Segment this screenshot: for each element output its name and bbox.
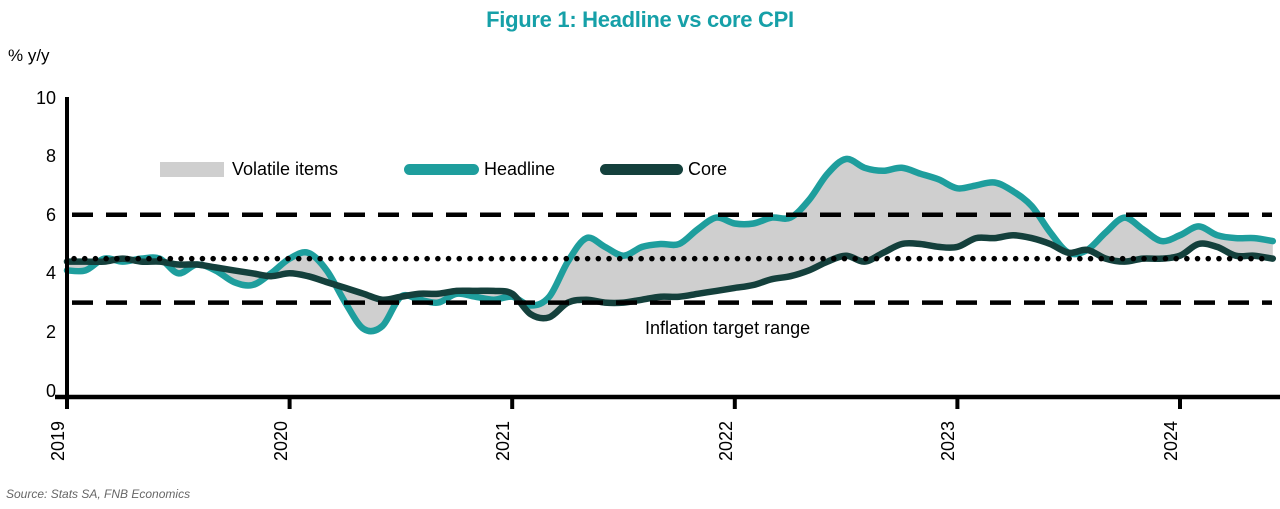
y-tick-label: 2 (45, 321, 56, 342)
legend-label-headline: Headline (484, 159, 556, 179)
x-tick-label: 2019 (48, 420, 68, 462)
legend-label-volatile: Volatile items (232, 159, 339, 179)
core-line-swatch-icon (600, 164, 683, 175)
y-axis-unit-label: % y/y (8, 46, 50, 65)
x-tick-label: 2021 (493, 420, 514, 462)
x-tick-label: 2020 (270, 420, 291, 462)
y-tick-label: 4 (45, 263, 56, 284)
y-tick-label: 6 (45, 204, 56, 225)
y-tick-label: 8 (45, 146, 56, 167)
legend-label-core: Core (688, 159, 728, 179)
legend-item-core: Core (600, 159, 727, 180)
x-tick-label: 2022 (715, 420, 736, 462)
x-tick-label: 2023 (938, 420, 959, 462)
core-series-line (63, 231, 1277, 322)
x-tick-label: 2024 (1161, 420, 1181, 462)
legend-item-headline: Headline (404, 159, 555, 180)
source-note: Source: Stats SA, FNB Economics (6, 487, 191, 501)
y-tick-label: 0 (45, 380, 56, 401)
figure-title: Figure 1: Headline vs core CPI (486, 7, 794, 32)
inflation-target-range-annotation: Inflation target range (645, 318, 811, 338)
legend-item-volatile: Volatile items (160, 159, 338, 180)
y-tick-label: 10 (35, 87, 56, 108)
volatile-items-swatch-icon (160, 162, 224, 177)
headline-line-swatch-icon (404, 164, 479, 175)
headline-series-line (63, 155, 1277, 335)
